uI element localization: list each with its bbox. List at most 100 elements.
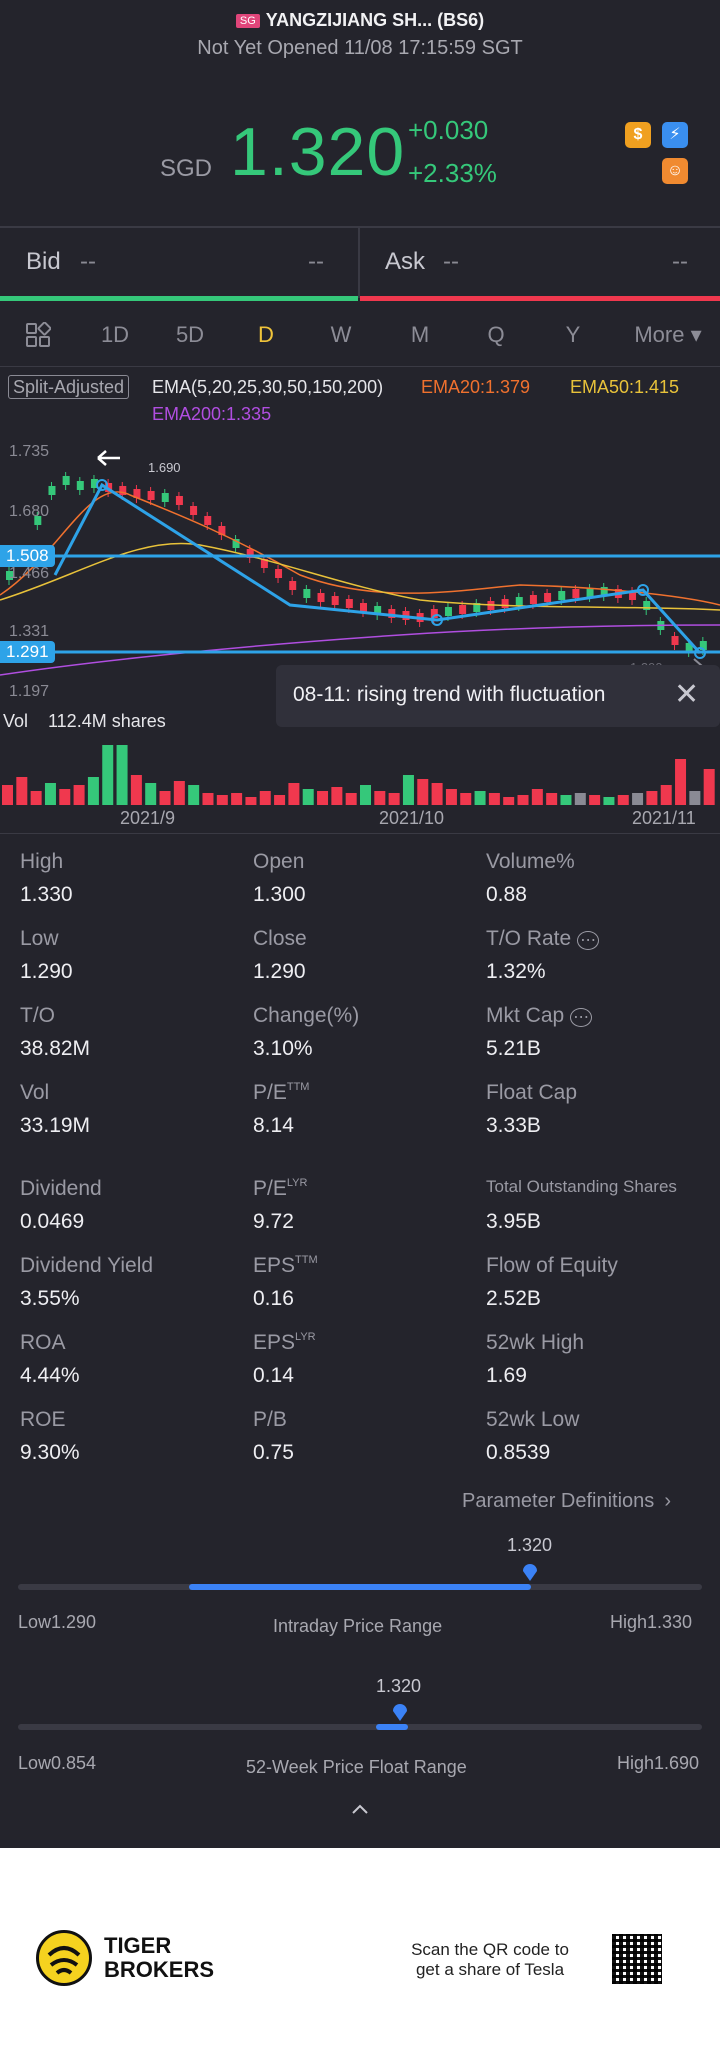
volume-chart[interactable] — [0, 735, 720, 805]
tab-w[interactable]: W — [330, 322, 352, 347]
candle — [275, 569, 283, 578]
stat-value: 1.290 — [20, 960, 73, 983]
ask-panel[interactable]: Ask -- -- — [360, 228, 720, 298]
candle — [643, 601, 651, 610]
candle — [544, 593, 552, 602]
week52-title: 52-Week Price Float Range — [246, 1757, 467, 1777]
candle — [699, 641, 707, 650]
candle — [515, 597, 523, 606]
volume-bar — [675, 759, 687, 805]
candle — [147, 491, 155, 500]
stat-value: 3.10% — [253, 1037, 313, 1060]
stat-label: High — [20, 850, 64, 873]
volume-bar — [130, 775, 142, 805]
stat-value: 0.8539 — [486, 1441, 551, 1464]
price-change: +0.030 — [408, 115, 489, 145]
stat-label: EPSLYR — [253, 1331, 316, 1354]
candle — [246, 549, 254, 558]
stat-value: 3.33B — [486, 1114, 541, 1137]
stat-value: 3.55% — [20, 1287, 80, 1310]
last-price: 1.320 — [230, 114, 406, 190]
price-tag-1508[interactable]: 1.508 — [0, 545, 55, 567]
candle — [6, 571, 13, 580]
marker-pin-icon — [522, 1562, 538, 1587]
stat-label: P/B — [253, 1408, 287, 1431]
stat-label: Close — [253, 927, 307, 950]
back-arrow-icon — [97, 450, 120, 466]
volume-bar — [259, 791, 271, 805]
price-change-percent: +2.33% — [408, 158, 497, 188]
info-icon[interactable]: ⋯ — [570, 1008, 593, 1027]
smiley-icon[interactable]: ☺ — [662, 158, 688, 184]
tab-more[interactable]: More ▾ — [634, 322, 702, 347]
stat-label: Change(%) — [253, 1004, 360, 1027]
close-icon[interactable]: ✕ — [674, 678, 700, 711]
axis-label-2: 1.680 — [9, 503, 50, 520]
intraday-current: 1.320 — [507, 1535, 553, 1555]
volume-bar — [345, 793, 357, 805]
stat-value: 33.19M — [20, 1114, 91, 1137]
candle — [345, 599, 353, 608]
volume-bar — [402, 775, 414, 805]
stat-label: Volume% — [486, 850, 575, 873]
dollar-icon[interactable]: $ — [625, 122, 651, 148]
candle — [204, 516, 212, 525]
stat-label: T/O — [20, 1004, 55, 1027]
bid-panel[interactable]: Bid -- -- — [0, 228, 358, 298]
candle — [444, 607, 452, 616]
layout-grid-icon[interactable] — [8, 315, 68, 361]
stock-name: YANGZIJIANG SH... (BS6) — [265, 10, 485, 30]
volume-bar — [87, 777, 99, 805]
volume-bar — [589, 795, 601, 805]
tooltip-text: 08-11: rising trend with fluctuation — [293, 683, 606, 706]
trend-tooltip[interactable]: 08-11: rising trend with fluctuation ✕ — [276, 665, 720, 727]
stat-value: 8.14 — [253, 1114, 294, 1137]
tab-5d[interactable]: 5D — [175, 322, 205, 347]
ema-periods-label[interactable]: EMA(5,20,25,30,50,150,200) — [152, 377, 384, 397]
volume-label: Vol — [3, 711, 29, 731]
volume-bar — [216, 795, 228, 805]
collapse-chevron-icon[interactable] — [350, 1802, 370, 1821]
stat-label: 52wk Low — [486, 1408, 580, 1431]
bid-label: Bid — [26, 248, 61, 275]
week52-low: Low0.854 — [18, 1753, 97, 1773]
stat-label: T/O Rate ⋯ — [486, 927, 600, 951]
price-tag-1291[interactable]: 1.291 — [0, 641, 55, 663]
market-status: Not Yet Opened 11/08 17:15:59 SGT — [197, 37, 523, 59]
tab-m[interactable]: M — [410, 322, 430, 347]
stat-value: 0.75 — [253, 1441, 294, 1464]
stat-label: 52wk High — [486, 1331, 585, 1354]
promo-footer: TIGER BROKERS Scan the QR code to get a … — [0, 1848, 720, 2069]
volume-bar — [116, 745, 128, 805]
candle — [501, 599, 509, 608]
stock-title: SG YANGZIJIANG SH... (BS6) — [0, 10, 720, 31]
split-adjusted-tag[interactable]: Split-Adjusted — [8, 375, 130, 399]
stat-label: ROA — [20, 1331, 66, 1354]
tab-q[interactable]: Q — [487, 322, 505, 347]
volume-bar — [646, 791, 658, 805]
volume-bar — [30, 791, 42, 805]
volume-bar — [145, 783, 157, 805]
price-chart[interactable] — [0, 435, 720, 705]
stat-label: P/ETTM — [253, 1081, 310, 1104]
candle — [388, 609, 396, 618]
trend-point — [637, 584, 649, 596]
high-marker: 1.690 — [148, 460, 181, 475]
week52-current: 1.320 — [376, 1676, 422, 1696]
stat-label: Dividend — [20, 1177, 102, 1200]
stat-value: 3.95B — [486, 1210, 541, 1233]
tab-1d[interactable]: 1D — [100, 322, 130, 347]
parameter-definitions-link[interactable]: Parameter Definitions › — [462, 1490, 671, 1512]
flash-icon[interactable]: ⚡ — [662, 122, 688, 148]
candle — [629, 591, 637, 600]
promo-text: Scan the QR code to get a share of Tesla — [411, 1940, 569, 1979]
tab-y[interactable]: Y — [565, 322, 581, 347]
info-icon[interactable]: ⋯ — [577, 931, 600, 950]
tab-d[interactable]: D — [258, 322, 274, 347]
intraday-title: Intraday Price Range — [273, 1616, 443, 1636]
stat-value: 0.88 — [486, 883, 527, 906]
stat-value: 1.300 — [253, 883, 306, 906]
volume-bar — [488, 793, 500, 805]
candle — [119, 486, 127, 495]
brand-name: TIGER BROKERS — [104, 1933, 215, 1982]
